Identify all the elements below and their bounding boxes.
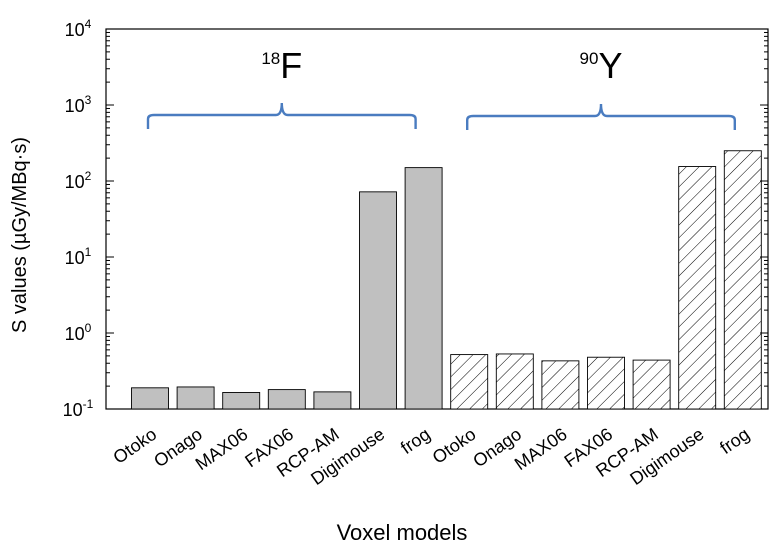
y-tick-label: 101: [65, 245, 92, 268]
plot-area: [105, 28, 769, 410]
x-tick-label: MAX06: [511, 424, 571, 474]
bar: [632, 359, 671, 410]
bar: [222, 392, 261, 410]
bar: [404, 167, 443, 410]
x-tick-label: Otoko: [429, 424, 480, 468]
bar: [450, 354, 489, 410]
bar: [131, 387, 169, 410]
bar: [587, 356, 625, 410]
x-tick-label: frog: [397, 424, 434, 458]
y-axis: 10-1 100 101 102 103 104: [63, 17, 768, 420]
x-tick-label: Otoko: [109, 424, 160, 468]
group-label: 90Y: [580, 45, 623, 86]
bar: [678, 166, 717, 410]
bar: [541, 360, 580, 410]
bar: [176, 386, 215, 410]
group-bracket: [466, 103, 736, 130]
y-tick-label: 10-1: [63, 397, 94, 420]
bar: [267, 389, 306, 410]
x-axis-label: Voxel models: [337, 520, 468, 545]
y-tick-label: 100: [65, 321, 92, 344]
group-label: 18F: [261, 45, 302, 86]
y-axis-label: S values (µGy/MBq·s): [9, 137, 31, 333]
bar: [723, 150, 762, 410]
y-tick-label: 103: [65, 93, 92, 116]
x-tick-label: MAX06: [192, 424, 252, 474]
group-bracket: [146, 102, 417, 129]
bar: [359, 191, 397, 410]
group-labels: 18F 90Y: [146, 45, 736, 130]
bar: [495, 353, 534, 410]
bar: [313, 391, 352, 410]
x-tick-label: frog: [716, 424, 753, 458]
y-tick-label: 104: [65, 17, 92, 40]
y-tick-label: 102: [65, 169, 92, 192]
